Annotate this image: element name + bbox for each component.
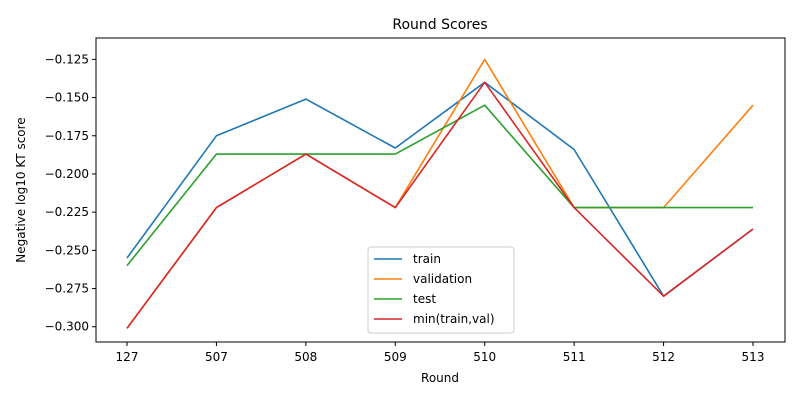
x-tick-label: 127	[116, 350, 139, 364]
x-axis: 127 507 508 509 510 511 512 513	[116, 342, 765, 364]
x-tick-label: 509	[384, 350, 407, 364]
y-tick-label: −0.225	[45, 205, 89, 219]
series-layer	[126, 58, 754, 329]
y-tick-label: −0.125	[45, 52, 89, 66]
series-line-min-train-val-	[126, 81, 754, 329]
x-tick-label: 511	[563, 350, 586, 364]
legend-label: validation	[413, 272, 472, 286]
y-tick-label: −0.150	[45, 91, 89, 105]
y-tick-label: −0.250	[45, 243, 89, 257]
plot-frame	[95, 37, 786, 343]
legend-box	[367, 246, 515, 334]
y-axis-label: Negative log10 KT score	[14, 117, 28, 262]
series-line-train	[126, 81, 754, 298]
y-tick-label: −0.200	[45, 167, 89, 181]
x-tick-label: 512	[652, 350, 675, 364]
chart-title: Round Scores	[392, 17, 487, 33]
y-tick-label: −0.175	[45, 129, 89, 143]
legend-label: test	[413, 292, 436, 306]
x-tick-label: 507	[205, 350, 228, 364]
legend-label: min(train,val)	[413, 312, 495, 326]
series-line-test	[126, 104, 753, 267]
y-tick-label: −0.300	[45, 320, 89, 334]
x-axis-label: Round	[421, 371, 459, 385]
legend-label: train	[413, 252, 441, 266]
y-axis: −0.300 −0.275 −0.250 −0.225 −0.200 −0.175 −0.1…	[45, 52, 96, 334]
y-tick-label: −0.275	[45, 282, 89, 296]
legend: train validation test min(train,val)	[367, 246, 515, 334]
x-tick-label: 510	[473, 350, 496, 364]
x-tick-label: 508	[294, 350, 317, 364]
x-tick-label: 513	[742, 350, 765, 364]
